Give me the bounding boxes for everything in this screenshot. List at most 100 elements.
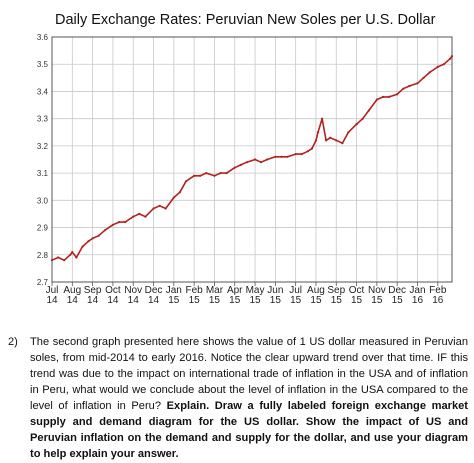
data-point — [408, 84, 411, 88]
x-tick-month: Sep — [84, 285, 102, 296]
x-tick-month: Dec — [145, 285, 163, 296]
x-tick-year: 15 — [392, 295, 404, 306]
x-axis-ticks: Jul14Aug14Sep14Oct14Nov14Dec14Jan15Feb15… — [46, 282, 447, 306]
data-point — [361, 117, 364, 120]
data-point — [416, 82, 419, 85]
y-axis-ticks: 2.7 2.8 2.9 3.0 3.1 3.2 3.3 3.4 3.5 3.6 — [37, 33, 49, 287]
x-tick-year: 15 — [189, 295, 201, 306]
x-tick-year: 14 — [67, 295, 79, 306]
x-tick-month: Jul — [46, 285, 59, 296]
x-tick-month: Jan — [409, 285, 425, 296]
data-point — [199, 174, 202, 177]
x-tick-year: 16 — [432, 295, 444, 306]
data-point — [57, 256, 60, 259]
data-point — [294, 153, 297, 156]
y-tick-label: 2.7 — [37, 278, 49, 287]
data-point — [184, 180, 188, 183]
data-point — [367, 109, 370, 112]
x-tick-year: 14 — [87, 295, 99, 306]
data-point — [239, 163, 242, 166]
x-tick-year: 15 — [209, 295, 221, 306]
data-point — [50, 259, 54, 262]
data-point — [436, 65, 439, 68]
y-tick-label: 3.1 — [37, 169, 49, 178]
x-tick-year: 15 — [371, 295, 383, 306]
y-tick-label: 3.5 — [37, 60, 49, 69]
data-point — [172, 196, 175, 199]
data-point — [280, 155, 283, 158]
data-point — [402, 87, 405, 90]
series-line — [51, 55, 453, 262]
data-point — [245, 161, 248, 164]
x-tick-year: 15 — [310, 295, 322, 306]
question-text: The second graph presented here shows th… — [30, 336, 468, 412]
x-tick-month: Dec — [388, 285, 406, 296]
data-point — [428, 71, 431, 74]
x-tick-year: 14 — [148, 295, 160, 306]
data-point — [286, 155, 289, 158]
data-point — [103, 229, 106, 232]
x-tick-month: Nov — [124, 285, 142, 296]
chart-title: Daily Exchange Rates: Peruvian New Soles… — [55, 12, 436, 28]
data-point — [111, 223, 114, 226]
y-tick-label: 3.3 — [37, 115, 49, 124]
data-point — [341, 142, 344, 145]
data-point — [450, 55, 454, 58]
data-point — [300, 153, 303, 156]
data-point — [219, 172, 222, 175]
x-tick-month: Oct — [105, 285, 121, 296]
x-tick-month: Jul — [289, 285, 302, 296]
x-tick-month: Aug — [307, 285, 325, 296]
data-point — [314, 139, 318, 142]
data-point — [164, 207, 167, 210]
question-body: The second graph presented here shows th… — [30, 334, 468, 462]
data-point — [213, 174, 216, 177]
data-point — [225, 172, 228, 175]
data-point — [81, 245, 84, 248]
x-tick-year: 15 — [270, 295, 282, 306]
data-point — [274, 155, 277, 158]
data-point — [117, 221, 121, 224]
data-point — [321, 117, 324, 120]
data-point — [71, 251, 74, 254]
x-tick-year: 15 — [290, 295, 302, 306]
data-point — [152, 207, 155, 210]
question-bold-text: Explain. Draw a fully labeled foreign ex… — [30, 400, 468, 460]
data-point — [69, 253, 72, 256]
question-number: 2) — [8, 336, 18, 348]
data-point — [310, 147, 313, 150]
x-tick-year: 16 — [412, 295, 424, 306]
grid-lines — [51, 36, 452, 283]
data-point — [233, 166, 236, 169]
data-point — [347, 131, 350, 134]
y-tick-label: 3.2 — [37, 142, 49, 151]
data-point — [375, 98, 378, 101]
x-tick-month: Sep — [327, 285, 345, 296]
x-tick-month: May — [246, 285, 265, 296]
data-point — [144, 215, 147, 218]
data-point — [178, 191, 181, 194]
data-point — [355, 123, 358, 126]
y-tick-label: 2.9 — [37, 224, 49, 233]
x-tick-year: 15 — [168, 295, 180, 306]
x-tick-month: Oct — [349, 285, 365, 296]
plot-frame — [51, 36, 453, 283]
data-point — [388, 95, 391, 98]
data-point — [75, 256, 78, 259]
x-tick-month: Aug — [63, 285, 81, 296]
x-tick-month: Nov — [368, 285, 386, 296]
x-tick-month: Jun — [267, 285, 283, 296]
data-point — [396, 93, 399, 96]
chart-svg: Daily Exchange Rates: Peruvian New Soles… — [37, 12, 454, 306]
x-tick-year: 15 — [331, 295, 343, 306]
x-tick-year: 14 — [128, 295, 140, 306]
data-point — [205, 172, 208, 175]
x-tick-month: Jan — [166, 285, 182, 296]
data-point — [193, 174, 196, 177]
data-point — [91, 237, 94, 240]
data-point — [448, 57, 452, 60]
x-tick-month: Mar — [206, 285, 224, 296]
data-point — [124, 221, 127, 224]
data-point — [325, 139, 328, 142]
question-block: 2) The second graph presented here shows… — [8, 334, 468, 462]
